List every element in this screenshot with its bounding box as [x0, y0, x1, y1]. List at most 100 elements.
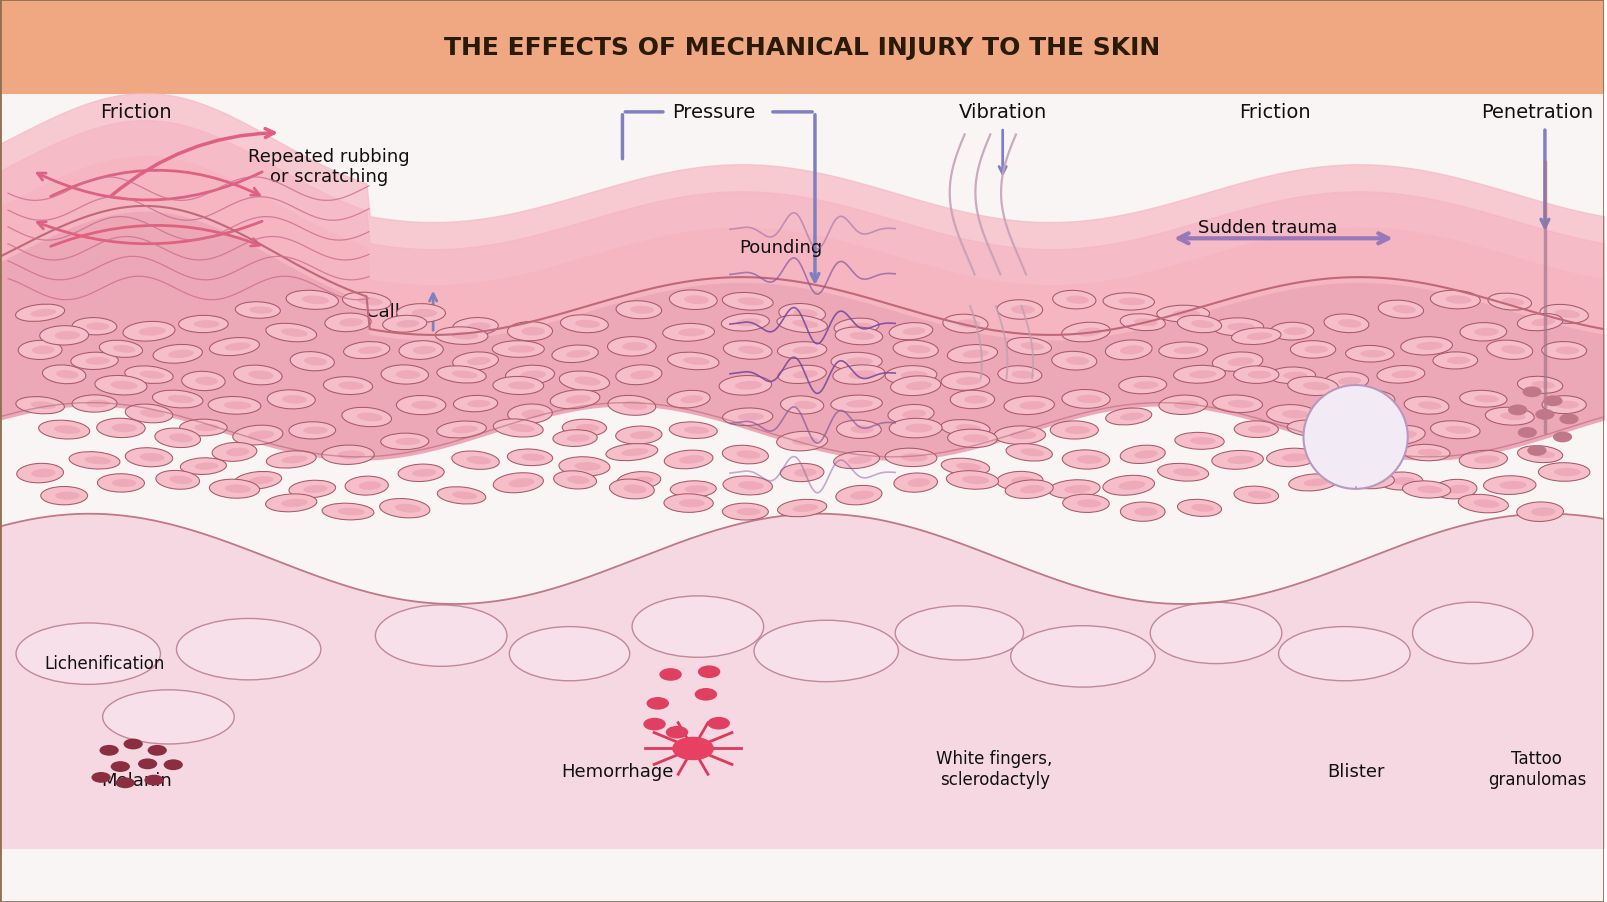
Ellipse shape — [1499, 413, 1525, 420]
Ellipse shape — [180, 458, 227, 475]
Ellipse shape — [1062, 450, 1109, 470]
Ellipse shape — [382, 316, 426, 333]
Ellipse shape — [1445, 296, 1470, 304]
Ellipse shape — [630, 371, 654, 380]
Ellipse shape — [1541, 396, 1586, 414]
Ellipse shape — [683, 296, 709, 305]
Circle shape — [138, 759, 157, 769]
Ellipse shape — [125, 366, 174, 384]
Ellipse shape — [85, 457, 111, 465]
Ellipse shape — [1343, 391, 1393, 410]
Ellipse shape — [508, 322, 553, 342]
Ellipse shape — [1011, 477, 1035, 485]
Ellipse shape — [453, 318, 498, 336]
Ellipse shape — [233, 365, 281, 385]
Ellipse shape — [718, 376, 771, 396]
Ellipse shape — [399, 465, 444, 482]
Ellipse shape — [1233, 486, 1278, 504]
Ellipse shape — [1157, 464, 1208, 482]
Ellipse shape — [96, 419, 145, 438]
Ellipse shape — [678, 456, 704, 465]
Ellipse shape — [847, 456, 871, 465]
Ellipse shape — [125, 405, 172, 423]
Ellipse shape — [574, 463, 601, 471]
Ellipse shape — [834, 327, 882, 345]
Ellipse shape — [955, 425, 980, 432]
Circle shape — [646, 697, 669, 710]
Ellipse shape — [1400, 337, 1451, 355]
Ellipse shape — [792, 504, 818, 512]
Ellipse shape — [1247, 372, 1271, 379]
Ellipse shape — [466, 357, 490, 366]
Ellipse shape — [1048, 480, 1099, 499]
Ellipse shape — [1486, 294, 1530, 311]
Circle shape — [124, 739, 143, 750]
Ellipse shape — [792, 309, 816, 318]
Ellipse shape — [249, 307, 273, 314]
Ellipse shape — [16, 397, 64, 414]
Ellipse shape — [1004, 481, 1053, 499]
Ellipse shape — [56, 371, 79, 379]
Ellipse shape — [71, 353, 119, 370]
Ellipse shape — [1102, 475, 1154, 496]
Ellipse shape — [140, 372, 164, 379]
Ellipse shape — [831, 353, 882, 371]
Circle shape — [707, 717, 730, 730]
Ellipse shape — [1176, 500, 1221, 517]
Ellipse shape — [1337, 319, 1361, 328]
Ellipse shape — [167, 396, 194, 403]
Ellipse shape — [411, 401, 437, 410]
Ellipse shape — [1155, 306, 1208, 323]
Ellipse shape — [1172, 310, 1199, 318]
Ellipse shape — [323, 377, 373, 395]
Ellipse shape — [606, 444, 657, 461]
Ellipse shape — [153, 391, 202, 409]
Ellipse shape — [566, 351, 590, 358]
Ellipse shape — [559, 372, 609, 391]
Ellipse shape — [381, 434, 429, 450]
Ellipse shape — [1006, 444, 1051, 462]
Ellipse shape — [1390, 371, 1416, 379]
Ellipse shape — [1416, 343, 1443, 351]
Ellipse shape — [550, 391, 599, 410]
Ellipse shape — [736, 319, 760, 327]
Circle shape — [665, 726, 688, 739]
Ellipse shape — [575, 425, 599, 432]
Ellipse shape — [55, 492, 79, 501]
Ellipse shape — [374, 605, 506, 667]
Ellipse shape — [411, 469, 435, 477]
Ellipse shape — [1051, 352, 1096, 371]
Ellipse shape — [1401, 482, 1450, 499]
Ellipse shape — [466, 323, 490, 331]
Ellipse shape — [778, 500, 826, 517]
Ellipse shape — [887, 405, 934, 424]
Ellipse shape — [452, 452, 500, 470]
Ellipse shape — [1530, 508, 1554, 517]
Ellipse shape — [1247, 426, 1270, 433]
Ellipse shape — [1268, 368, 1315, 384]
Ellipse shape — [738, 298, 763, 306]
Ellipse shape — [304, 485, 328, 493]
Circle shape — [116, 778, 135, 788]
Ellipse shape — [235, 472, 281, 490]
Ellipse shape — [281, 329, 307, 337]
Ellipse shape — [1499, 346, 1523, 354]
Ellipse shape — [249, 477, 273, 484]
Ellipse shape — [553, 471, 596, 490]
Ellipse shape — [1303, 479, 1327, 487]
Ellipse shape — [906, 479, 929, 487]
Ellipse shape — [1133, 451, 1157, 459]
Ellipse shape — [792, 347, 818, 354]
Ellipse shape — [615, 301, 660, 319]
Ellipse shape — [435, 327, 487, 345]
Ellipse shape — [1376, 426, 1424, 446]
Ellipse shape — [193, 321, 220, 328]
Ellipse shape — [723, 341, 771, 360]
Ellipse shape — [1228, 400, 1253, 409]
Ellipse shape — [1102, 293, 1154, 311]
Ellipse shape — [1226, 358, 1253, 366]
Ellipse shape — [667, 353, 718, 371]
Ellipse shape — [1432, 353, 1477, 370]
Ellipse shape — [940, 373, 988, 391]
Ellipse shape — [1552, 468, 1580, 476]
